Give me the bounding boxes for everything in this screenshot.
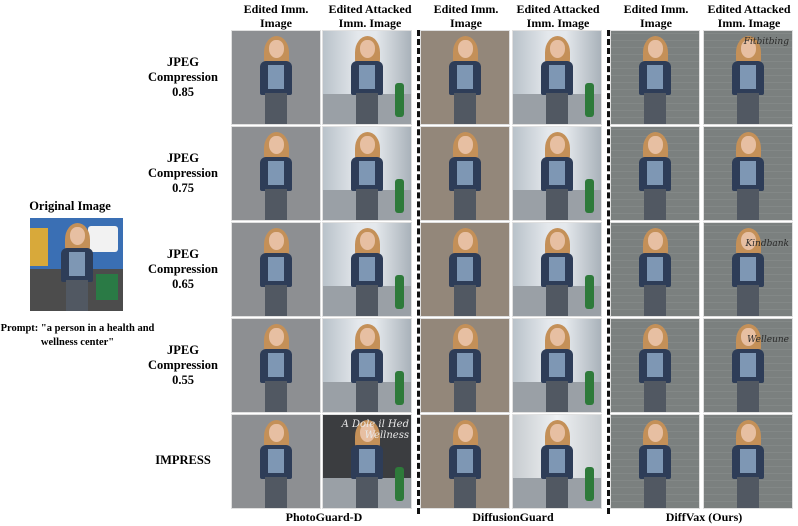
- row-label-5: IMPRESS: [155, 453, 211, 467]
- image-cell: [610, 318, 700, 413]
- image-cell: [610, 414, 700, 509]
- artifact-text: Fitbitbing: [743, 37, 789, 47]
- image-cell: [231, 414, 321, 509]
- row-label-2: JPEG Compression 0.75: [148, 151, 218, 195]
- image-cell: [512, 126, 602, 221]
- image-cell: [420, 318, 510, 413]
- image-cell: Fitbitbing: [703, 30, 793, 125]
- artifact-text: Kindbank: [745, 239, 789, 249]
- image-cell: [512, 318, 602, 413]
- row-label-3: JPEG Compression 0.65: [148, 247, 218, 291]
- image-cell: [420, 222, 510, 317]
- original-title: Original Image: [29, 199, 111, 213]
- header-col-3: Edited Imm. Image: [433, 2, 499, 30]
- header-col-2: Edited Attacked Imm. Image: [328, 2, 412, 30]
- method-diffusionguard: DiffusionGuard: [472, 510, 554, 524]
- row-label-4: JPEG Compression 0.55: [148, 343, 218, 387]
- separator-2: [607, 30, 610, 514]
- image-cell: Welleune: [703, 318, 793, 413]
- header-col-5: Edited Imm. Image: [623, 2, 689, 30]
- image-cell: [420, 126, 510, 221]
- original-image: [30, 218, 123, 311]
- header-col-6: Edited Attacked Imm. Image: [707, 2, 791, 30]
- image-cell: [703, 126, 793, 221]
- artifact-text: Welleune: [747, 335, 789, 345]
- image-cell: A Dole il Hed Wellness: [322, 414, 412, 509]
- image-cell: [231, 126, 321, 221]
- image-cell: [231, 318, 321, 413]
- image-cell: [512, 222, 602, 317]
- image-cell: [610, 126, 700, 221]
- method-diffvax: DiffVax (Ours): [665, 510, 743, 524]
- row-label-1: JPEG Compression 0.85: [148, 55, 218, 99]
- image-cell: [610, 222, 700, 317]
- image-cell: [610, 30, 700, 125]
- image-cell: [512, 30, 602, 125]
- image-cell: Kindbank: [703, 222, 793, 317]
- artifact-text: A Dole il Hed Wellness: [341, 419, 409, 441]
- header-col-1: Edited Imm. Image: [243, 2, 309, 30]
- separator-1: [417, 30, 420, 514]
- image-cell: [322, 126, 412, 221]
- image-cell: [703, 414, 793, 509]
- image-cell: [231, 222, 321, 317]
- image-cell: [322, 222, 412, 317]
- image-cell: [231, 30, 321, 125]
- image-cell: [512, 414, 602, 509]
- image-cell: [420, 30, 510, 125]
- image-cell: [322, 30, 412, 125]
- header-col-4: Edited Attacked Imm. Image: [516, 2, 600, 30]
- method-photoguard: PhotoGuard-D: [285, 510, 363, 524]
- image-cell: [420, 414, 510, 509]
- original-prompt: Prompt: "a person in a health and wellne…: [0, 323, 155, 348]
- image-cell: [322, 318, 412, 413]
